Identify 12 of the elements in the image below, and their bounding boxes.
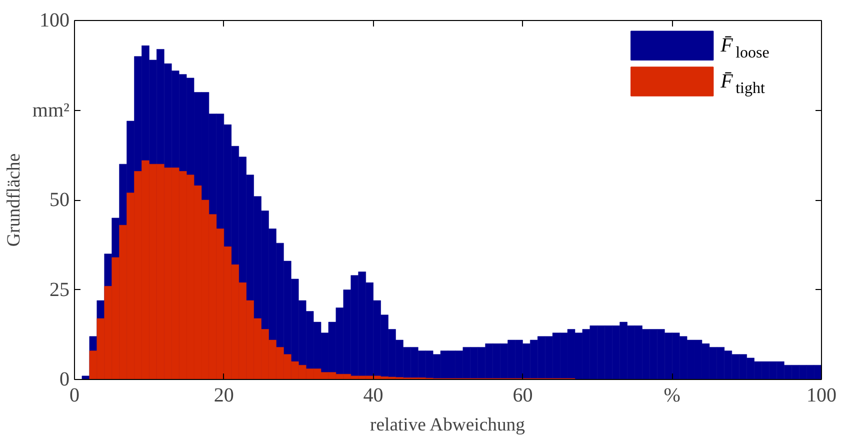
x-tick-label: 20: [214, 384, 234, 406]
x-tick-label: 100: [806, 384, 836, 406]
x-tick-label: 60: [512, 384, 533, 406]
y-tick-label: 0: [60, 368, 70, 390]
y-tick-label: 25: [50, 278, 70, 301]
x-axis-title: relative Abweichung: [370, 414, 525, 436]
y-tick-label: mm²: [32, 99, 70, 122]
x-tick-label: %: [664, 384, 680, 406]
y-tick-label: 50: [50, 189, 70, 211]
y-tick-label: 100: [40, 10, 70, 32]
x-tick-label: 40: [363, 384, 384, 406]
y-axis-title: Grundfläche: [3, 153, 24, 247]
